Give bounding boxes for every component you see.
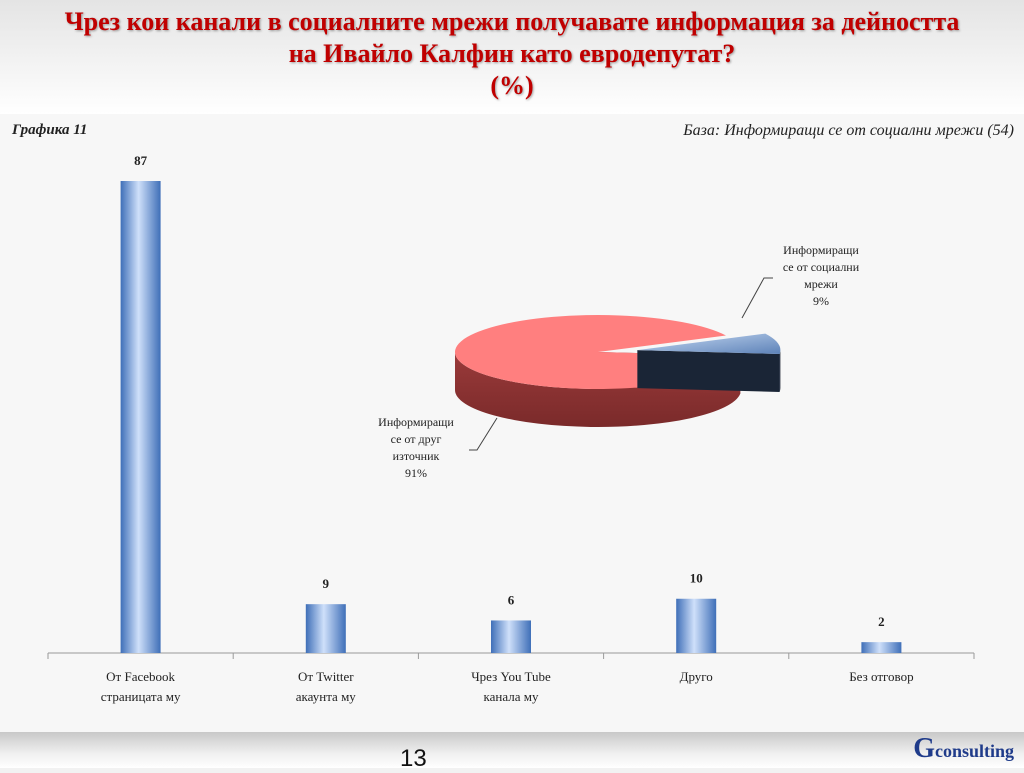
title-line-2: на Ивайло Калфин като евродепутат? — [288, 39, 736, 68]
company-logo: Gconsulting — [913, 733, 1014, 765]
pie-label-social-value: 9% — [813, 294, 829, 308]
pie-label-social-line2: се от социални — [782, 260, 860, 274]
title-line-3: (%) — [490, 71, 534, 100]
pie-leader-social — [741, 277, 773, 319]
bar-value-label: 87 — [134, 153, 148, 168]
pie-label-social-line1: Информиращи — [783, 243, 859, 257]
pie-slice-social-side — [779, 350, 781, 392]
pie-label-social-line3: мрежи — [804, 277, 838, 291]
pie-leader-other — [469, 417, 498, 451]
bar-value-label: 2 — [878, 614, 885, 629]
bar-value-label: 10 — [690, 571, 703, 586]
category-label: страницата му — [101, 689, 181, 704]
bar-0 — [120, 181, 161, 653]
pie-label-other-line3: източник — [392, 449, 440, 463]
bar-value-label: 6 — [508, 592, 515, 607]
logo-text: consulting — [934, 741, 1014, 761]
category-label: От Facebook — [106, 669, 175, 684]
bar-4 — [861, 642, 902, 653]
category-label: Без отговор — [849, 669, 913, 684]
footer-band — [0, 732, 1024, 768]
pie-label-social: Информиращи се от социални мрежи 9% — [761, 242, 881, 310]
pie-label-other: Информиращи се от друг източник 91% — [356, 414, 476, 482]
bar-value-label: 9 — [323, 576, 330, 591]
header-band — [0, 0, 1024, 114]
base-label: База: Информиращи се от социални мрежи (… — [683, 122, 1014, 139]
pie-chart — [455, 277, 781, 451]
pie-label-other-line1: Информиращи — [378, 415, 454, 429]
logo-g: G — [913, 733, 935, 764]
category-label: Чрез You Tube — [471, 669, 551, 684]
chart-number: Графика 11 — [12, 122, 88, 138]
category-label: От Twitter — [298, 669, 354, 684]
bar-1 — [305, 604, 346, 653]
category-label: акаунта му — [296, 689, 357, 704]
category-label: канала му — [484, 689, 539, 704]
pie-slice-other-side — [455, 352, 741, 428]
title-line-1: Чрез кои канали в социалните мрежи получ… — [64, 7, 960, 36]
page-title: Чрез кои канали в социалните мрежи получ… — [0, 6, 1024, 102]
pie-slice-social — [637, 333, 781, 354]
pie-slice-social-cut — [637, 350, 780, 392]
pie-label-other-line2: се от друг — [390, 432, 442, 446]
pie-label-other-value: 91% — [405, 466, 427, 480]
category-label: Друго — [680, 669, 713, 684]
bar-2 — [491, 620, 531, 653]
page-number: 13 — [400, 745, 427, 772]
bar-3 — [676, 598, 717, 653]
